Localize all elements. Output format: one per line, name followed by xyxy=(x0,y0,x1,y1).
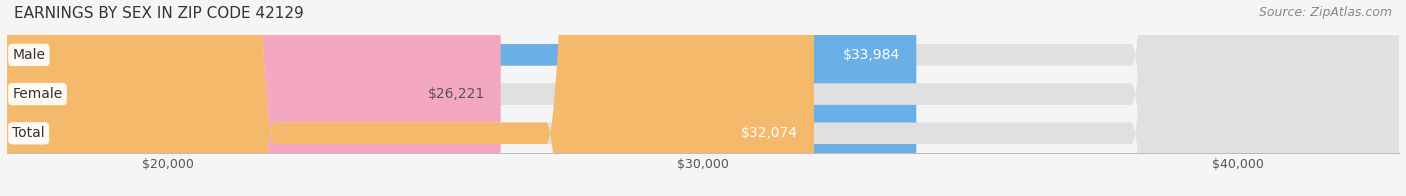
Text: $26,221: $26,221 xyxy=(427,87,485,101)
Text: $33,984: $33,984 xyxy=(844,48,900,62)
FancyBboxPatch shape xyxy=(7,0,1399,196)
FancyBboxPatch shape xyxy=(7,0,814,196)
Text: $32,074: $32,074 xyxy=(741,126,799,140)
Text: Male: Male xyxy=(13,48,45,62)
Text: Source: ZipAtlas.com: Source: ZipAtlas.com xyxy=(1258,6,1392,19)
Text: EARNINGS BY SEX IN ZIP CODE 42129: EARNINGS BY SEX IN ZIP CODE 42129 xyxy=(14,6,304,21)
Text: Female: Female xyxy=(13,87,63,101)
FancyBboxPatch shape xyxy=(7,0,917,196)
FancyBboxPatch shape xyxy=(7,0,1399,196)
FancyBboxPatch shape xyxy=(7,0,1399,196)
Text: Total: Total xyxy=(13,126,45,140)
FancyBboxPatch shape xyxy=(7,0,501,196)
